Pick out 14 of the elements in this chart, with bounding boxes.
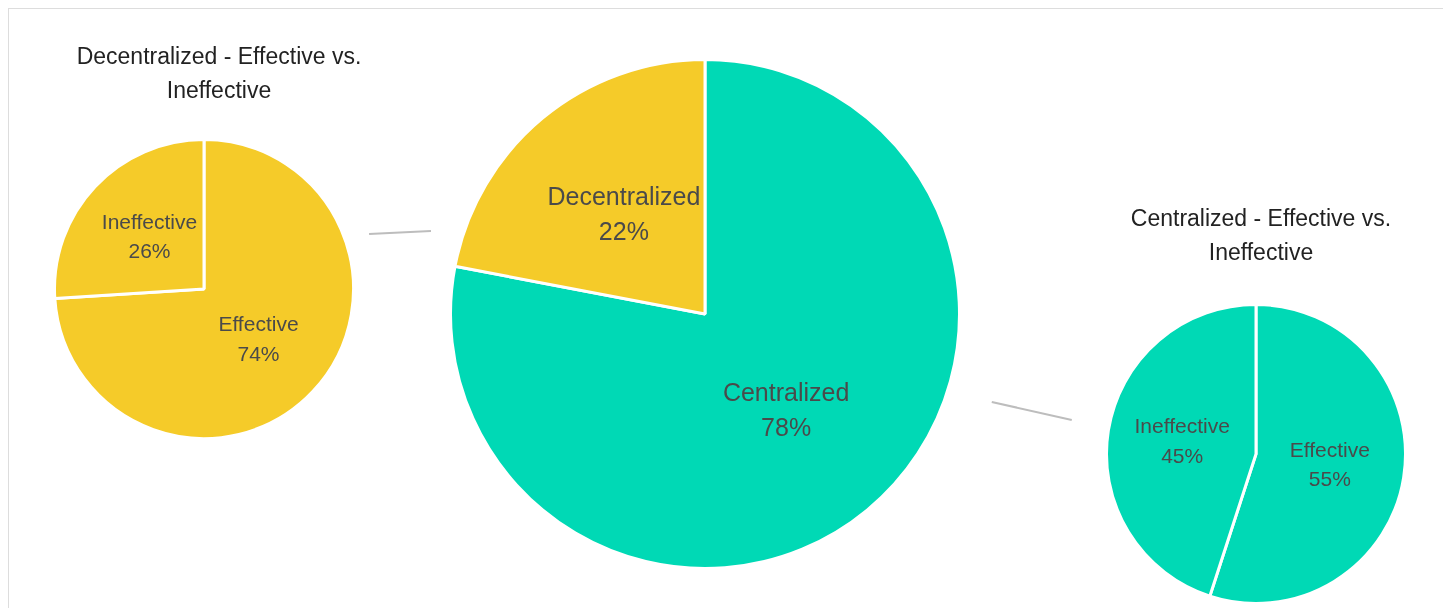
slice-label: Ineffective <box>1134 414 1230 438</box>
data-label: 78% <box>761 413 812 442</box>
data-label: 55% <box>1308 467 1351 491</box>
data-label: 26% <box>128 239 171 263</box>
slice-label: Centralized <box>722 378 850 407</box>
data-label: 45% <box>1161 443 1204 467</box>
slice-label: Effective <box>218 312 299 336</box>
chart-title: Centralized - Effective vs. Ineffective <box>1129 204 1393 267</box>
slice-label: Decentralized <box>547 182 701 211</box>
slice-label: Ineffective <box>101 209 198 233</box>
slice-label: Effective <box>1289 437 1370 461</box>
chart-title: Decentralized - Effective vs. Ineffective <box>75 42 363 105</box>
data-label: 22% <box>598 217 649 246</box>
data-label: 74% <box>237 341 280 365</box>
